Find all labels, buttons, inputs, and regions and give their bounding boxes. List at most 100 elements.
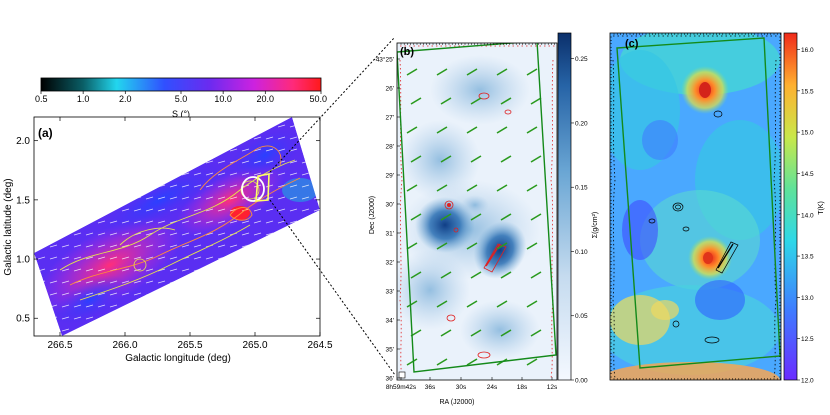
colorbar-temperature-tick-label: 15.0 — [801, 130, 814, 137]
polarization-vector — [526, 358, 538, 366]
polarization-vector — [466, 126, 478, 134]
polarization-vector — [466, 242, 478, 250]
colorbar-column-density-label: Σ(g/cm²) — [592, 212, 599, 239]
colorbar-column-density-tick-label: 0.15 — [575, 185, 588, 192]
panel-b-xtick-label: 12s — [547, 384, 558, 391]
polarization-vector — [406, 358, 418, 366]
polarization-vector — [436, 68, 448, 76]
colorbar-temperature-tick-label: 15.5 — [801, 88, 814, 95]
panel-a-xtick-label: 265.5 — [177, 340, 202, 351]
colorbar-temperature-label: T(K) — [818, 201, 825, 215]
panel-a-xtick-label: 266.0 — [112, 340, 137, 351]
panel-b-label: (b) — [400, 46, 414, 58]
panel-b-ytick-label: 29' — [386, 173, 394, 180]
polarization-vector — [530, 329, 542, 337]
colorbar-s-tick-label: 1.0 — [77, 94, 90, 104]
colorbar-column-density — [557, 32, 572, 381]
colorbar-s-label: S (°) — [172, 109, 190, 119]
panel-a-xtick-label: 264.5 — [307, 340, 332, 351]
panel-b-xlabel: RA (J2000) — [439, 399, 474, 406]
polarization-vector — [496, 68, 508, 76]
panel-a-ylabel: Galactic latitude (deg) — [3, 178, 14, 275]
polarization-vector — [496, 300, 508, 308]
colorbar-column-density-tick-label: 0.20 — [575, 120, 588, 127]
colorbar-temperature-tick-label: 16.0 — [801, 47, 814, 54]
panel-a-xtick-label: 265.0 — [242, 340, 267, 351]
polarization-vector — [470, 97, 482, 105]
colorbar-temperature-tick-label: 12.0 — [801, 378, 814, 385]
polarization-vector — [526, 68, 538, 76]
panel-a-xtick-label: 266.5 — [47, 340, 72, 351]
colorbar-s-tick-label: 50.0 — [309, 94, 327, 104]
panel-b-ytick-label: 32' — [386, 260, 394, 267]
panel-b-xtick-label: 24s — [487, 384, 498, 391]
polarization-vector — [436, 126, 448, 134]
colorbar-temperature-tick-label: 13.5 — [801, 254, 814, 261]
polarization-vector — [530, 155, 542, 163]
polarization-vector — [410, 213, 422, 221]
polarization-vector — [496, 184, 508, 192]
polarization-vector — [470, 155, 482, 163]
panel-c-label: (c) — [625, 38, 639, 50]
panel-b-ytick-label: 27' — [386, 115, 394, 122]
colorbar-column-density-tick-label: 0.00 — [575, 378, 588, 385]
panel-a-ytick-label: 0.5 — [16, 314, 30, 325]
colorbar-s-tick-label: 20.0 — [257, 94, 275, 104]
polarization-vector — [500, 97, 512, 105]
colorbar-column-density-tick-label: 0.25 — [575, 56, 588, 63]
polarization-vectors-b — [406, 68, 542, 366]
polarization-vector — [440, 271, 452, 279]
polarization-vector — [530, 213, 542, 221]
panel-b-axes: -43°25' 26' 27' 28' 29' 30' 31' 32' 33' 34' 35' 36'… — [374, 43, 558, 391]
polarization-vector — [410, 97, 422, 105]
temperature-map — [610, 33, 781, 380]
panel-b-ytick-label: 33' — [386, 289, 394, 296]
panel-a-ytick-label: 1.0 — [16, 255, 30, 266]
panel-a: 0.5 1.0 2.0 5.0 10.0 20.0 50.0 S (°) — [3, 77, 333, 364]
polarization-vector — [530, 271, 542, 279]
colorbar-temperature-tick-label: 12.5 — [801, 336, 814, 343]
polarization-vector — [436, 300, 448, 308]
polarization-vector — [526, 242, 538, 250]
colorbar-column-density-tick-label: 0.05 — [575, 313, 588, 320]
polarization-vector — [406, 68, 418, 76]
polarization-vector — [500, 155, 512, 163]
colorbar-column-density-ticks: 0.00 0.05 0.10 0.15 0.20 0.25 — [571, 56, 588, 385]
polarization-vector — [440, 97, 452, 105]
panel-b-ytick-label: 36' — [386, 376, 394, 383]
polarization-vector — [436, 358, 448, 366]
colorbar-temperature-tick-label: 14.0 — [801, 212, 814, 219]
polarization-vector — [470, 213, 482, 221]
polarization-vector — [410, 155, 422, 163]
polarization-vector — [526, 126, 538, 134]
polarization-vector — [500, 329, 512, 337]
polarization-vector — [496, 242, 508, 250]
polarization-vector — [406, 126, 418, 134]
panel-b-ytick-label: 31' — [386, 231, 394, 238]
colorbar-s-ticks: 0.5 1.0 2.0 5.0 10.0 20.0 50.0 — [35, 91, 327, 104]
polarization-vector — [440, 155, 452, 163]
panel-b-ylabel: Dec (J2000) — [369, 196, 376, 234]
column-density-map — [397, 43, 557, 379]
polarization-vector — [500, 271, 512, 279]
panel-a-axes: 266.5 266.0 265.5 265.0 264.5 0.5 1.0 1.5 2.0 — [16, 117, 333, 351]
polarization-vector — [436, 184, 448, 192]
zoom-line-top — [269, 36, 396, 173]
panel-c-frame — [609, 32, 782, 381]
polarization-vector — [466, 68, 478, 76]
panel-b-ytick-label: 26' — [386, 86, 394, 93]
panel-b-xtick-label: 36s — [425, 384, 436, 391]
footprint-box — [255, 173, 270, 202]
panel-b-ytick-label: 28' — [386, 144, 394, 151]
panel-b-ytick-label: -43°25' — [374, 56, 394, 64]
footprint-ellipse — [241, 176, 265, 202]
polarization-vector — [436, 242, 448, 250]
colorbar-temperature-tick-label: 14.5 — [801, 171, 814, 178]
colorbar-s — [40, 77, 322, 92]
polarization-vector — [406, 300, 418, 308]
colorbar-temperature-tick-label: 13.0 — [801, 295, 814, 302]
panel-b-xtick-label: 8h59m42s — [386, 384, 417, 391]
polarization-vector — [466, 300, 478, 308]
polarization-vector — [466, 358, 478, 366]
